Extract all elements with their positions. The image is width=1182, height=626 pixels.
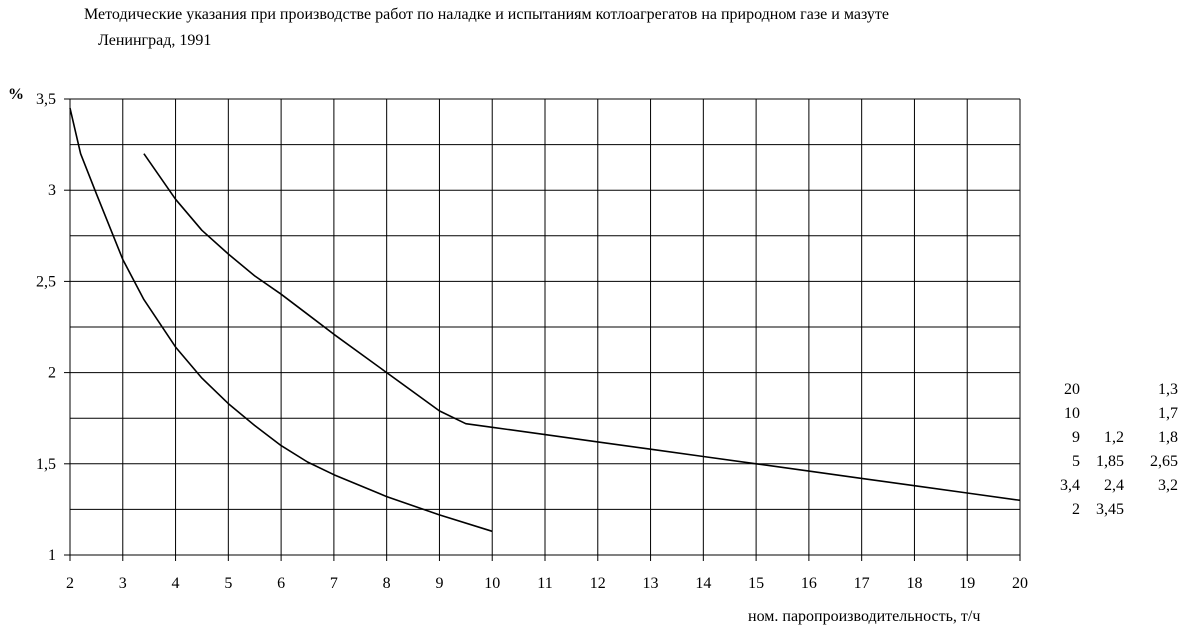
y-tick-label: 1 — [48, 547, 56, 564]
x-tick-label: 19 — [959, 575, 975, 592]
x-tick-label: 4 — [172, 575, 180, 592]
y-tick-label: 3,5 — [36, 91, 56, 108]
x-tick-label: 2 — [66, 575, 74, 592]
x-tick-label: 16 — [801, 575, 817, 592]
reference-table-cell: 2,65 — [1150, 453, 1178, 470]
chart-subtitle: Ленинград, 1991 — [98, 32, 212, 49]
reference-table-cell: 1,3 — [1158, 381, 1178, 398]
reference-table-cell — [1080, 378, 1124, 402]
reference-table-cell: 1,2 — [1104, 429, 1124, 446]
reference-table-cell — [1080, 402, 1124, 426]
x-tick-label: 17 — [854, 575, 870, 592]
reference-table-cell: 10 — [1064, 405, 1080, 422]
x-tick-label: 18 — [906, 575, 922, 592]
reference-table-cell: 3,45 — [1096, 501, 1124, 518]
reference-table-cell: 1,7 — [1158, 405, 1178, 422]
x-axis-label: ном. паропроизводительность, т/ч — [748, 608, 981, 625]
reference-table-row: 5 1,85 2,65 — [1050, 450, 1178, 474]
x-tick-label: 13 — [643, 575, 659, 592]
x-tick-label: 9 — [435, 575, 443, 592]
reference-table-row: 20 1,3 — [1050, 378, 1178, 402]
x-tick-label: 20 — [1012, 575, 1028, 592]
y-tick-label: 2 — [48, 365, 56, 382]
x-tick-label: 3 — [119, 575, 127, 592]
y-tick-label: 1,5 — [36, 456, 56, 473]
series-line-2 — [143, 153, 1021, 502]
x-tick-label: 12 — [590, 575, 606, 592]
reference-table-cell: 9 — [1072, 429, 1080, 446]
reference-table-cell: 3,4 — [1060, 477, 1080, 494]
reference-table-cell: 1,8 — [1158, 429, 1178, 446]
x-tick-label: 10 — [484, 575, 500, 592]
reference-table-cell — [1124, 498, 1178, 522]
reference-table-cell: 2,4 — [1104, 477, 1124, 494]
y-tick-label: 2,5 — [36, 273, 56, 290]
x-tick-label: 7 — [330, 575, 338, 592]
x-tick-label: 11 — [537, 575, 552, 592]
reference-table-cell: 2 — [1072, 501, 1080, 518]
x-tick-label: 15 — [748, 575, 764, 592]
x-tick-label: 8 — [383, 575, 391, 592]
x-tick-label: 5 — [224, 575, 232, 592]
reference-table: 20 1,3 10 1,7 9 1,2 1,8 5 1,85 2,65 3,4 2,4 3,2 2 3,45 — [1050, 378, 1178, 522]
y-axis-label: % — [8, 86, 24, 103]
reference-table-row: 10 1,7 — [1050, 402, 1178, 426]
reference-table-cell: 3,2 — [1158, 477, 1178, 494]
series-line-1 — [69, 107, 493, 533]
reference-table-cell: 5 — [1072, 453, 1080, 470]
reference-table-row: 9 1,2 1,8 — [1050, 426, 1178, 450]
reference-table-cell: 20 — [1064, 381, 1080, 398]
reference-table-row: 2 3,45 — [1050, 498, 1178, 522]
chart-title: Методические указания при производстве р… — [84, 6, 890, 23]
x-tick-label: 6 — [277, 575, 285, 592]
reference-table-cell: 1,85 — [1096, 453, 1124, 470]
x-tick-label: 14 — [695, 575, 711, 592]
y-tick-label: 3 — [48, 182, 56, 199]
reference-table-row: 3,4 2,4 3,2 — [1050, 474, 1178, 498]
